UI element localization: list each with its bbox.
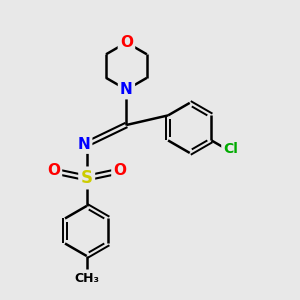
Text: O: O <box>47 163 60 178</box>
Text: Cl: Cl <box>223 142 238 155</box>
Text: O: O <box>120 35 133 50</box>
Text: O: O <box>113 163 127 178</box>
Text: CH₃: CH₃ <box>74 272 99 285</box>
Text: N: N <box>77 136 90 152</box>
Text: S: S <box>81 169 93 187</box>
Text: N: N <box>120 82 133 97</box>
